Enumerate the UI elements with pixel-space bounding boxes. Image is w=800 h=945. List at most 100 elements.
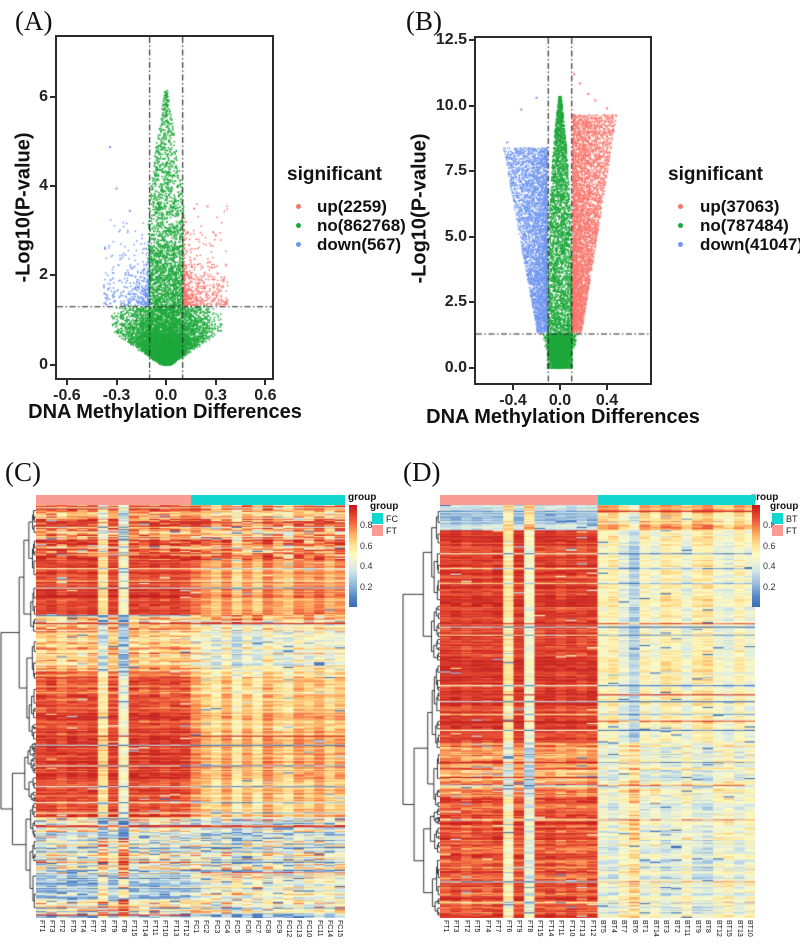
heatmap-column-label: FC2 [202,920,210,934]
heatmap-column-label: FT15 [130,920,138,937]
x-tick-label: 0.6 [254,387,277,404]
group-legend-label: BT [786,514,798,524]
heatmap-column-label: FC8 [264,920,272,934]
panel-c-label: (C) [5,457,41,487]
heatmap-column-label: FT10 [161,920,169,937]
group-legend-swatch-ft [372,525,383,536]
heatmap-column-label: FT7 [89,920,97,933]
y-tick-mark [469,104,474,107]
y-tick-label: 6 [39,88,48,106]
x-tick-mark [559,385,561,390]
panel-a-volcano-plot [57,37,272,378]
legend-item-label: up(37063) [700,197,780,216]
heatmap-column-label: FC5 [233,920,241,934]
heatmap-column-label: BT7 [620,920,628,933]
group-annotation-ft [440,495,598,505]
y-tick-mark [469,235,474,238]
heatmap-column-label: BT13 [735,920,743,937]
panel-d-group-legend-title: group [770,501,799,512]
heatmap-column-label: FT9 [515,920,523,933]
heatmap-column-label: FC14 [326,920,334,938]
heatmap-column-label: FC6 [243,920,251,934]
panel-b-legend-title: significant [668,164,764,185]
x-tick-mark [264,380,267,385]
colorbar-tick-label: 0.8 [763,520,776,531]
heatmap-column-label: FC9 [274,920,282,934]
panel-d-label: (D) [403,457,441,487]
x-tick-mark [214,380,217,385]
colorbar-tick-label: 0.2 [763,581,776,592]
heatmap-column-label: BT15 [725,920,733,937]
group-legend-label: FC [386,514,398,524]
y-tick-mark [469,170,474,173]
heatmap-column-label: FC3 [212,920,220,934]
heatmap-column-label: FT13 [171,920,179,937]
panel-b-volcano-plot [476,38,650,383]
heatmap-column-label: BT11 [683,920,691,937]
panel-c-row-dendrogram [0,505,36,918]
group-legend-swatch-bt [772,513,783,524]
colorbar-tick-label: 0.2 [360,581,373,592]
heatmap-column-label: FT11 [150,920,158,936]
heatmap-column-label: BT4 [609,920,617,933]
panel-c-heatmap [36,505,345,918]
heatmap-column-label: FT8 [525,920,533,933]
heatmap-column-label: BT10 [746,920,754,937]
heatmap-column-label: FT14 [546,920,554,937]
x-tick-mark [65,380,68,385]
panel-d-row-dendrogram [402,505,440,918]
group-annotation-bt [597,495,755,505]
legend-down-dot [296,242,301,247]
x-tick-label: -0.6 [53,387,81,404]
legend-item-label: no(862768) [317,216,406,235]
group-legend-swatch-fc [372,513,383,524]
x-tick-label: -0.3 [102,387,131,404]
x-tick-label: 0.4 [595,392,619,409]
heatmap-column-label: BT5 [599,920,607,933]
heatmap-column-label: FC13 [295,920,303,938]
legend-item-label: down(567) [317,235,402,254]
group-legend-label: FT [786,526,797,536]
heatmap-column-label: FT12 [181,920,189,937]
y-tick-label: 4 [39,177,48,195]
x-tick-mark [605,385,608,390]
panel-c-colorbar [349,505,357,607]
x-tick-mark [115,380,118,385]
heatmap-column-label: BT8 [704,920,712,933]
legend-up-dot [678,204,683,209]
group-annotation-ft [36,495,191,505]
panel-b-x-axis-title: DNA Methylation Differences [426,406,700,428]
legend-no-dot [678,223,683,228]
group-legend-label: FT [386,526,397,536]
heatmap-column-label: FT3 [452,920,460,933]
y-tick-mark [50,96,55,99]
heatmap-column-label: FC15 [336,920,344,938]
heatmap-column-label: FT4 [78,920,86,933]
y-tick-label: 0 [39,355,48,373]
legend-item-label: no(787484) [700,216,789,235]
y-tick-mark [469,39,474,42]
heatmap-column-label: FC12 [284,920,292,938]
heatmap-column-label: BT9 [693,920,701,933]
colorbar-tick-label: 0.4 [763,561,776,572]
colorbar-tick-label: 0.6 [360,540,373,551]
heatmap-column-label: FT9 [109,920,117,933]
colorbar-tick-label: 0.4 [360,561,373,572]
panel-d-annotation-title: group [750,492,779,503]
legend-down-dot [678,242,683,247]
heatmap-column-label: FT12 [588,920,596,937]
y-tick-label: 5.0 [444,227,467,245]
x-tick-label: -0.4 [499,392,527,409]
group-annotation-fc [190,495,345,505]
panel-c-annotation-title: group [348,492,377,503]
colorbar-tick-label: 0.6 [763,540,776,551]
panel-b-label: (B) [406,6,442,36]
heatmap-column-label: FT10 [567,920,575,937]
y-tick-mark [50,274,55,277]
legend-up-dot [296,204,301,209]
panel-d-colorbar [752,505,760,607]
x-tick-mark [165,380,168,385]
heatmap-column-label: FT2 [58,920,66,933]
y-tick-label: 12.5 [435,31,467,49]
